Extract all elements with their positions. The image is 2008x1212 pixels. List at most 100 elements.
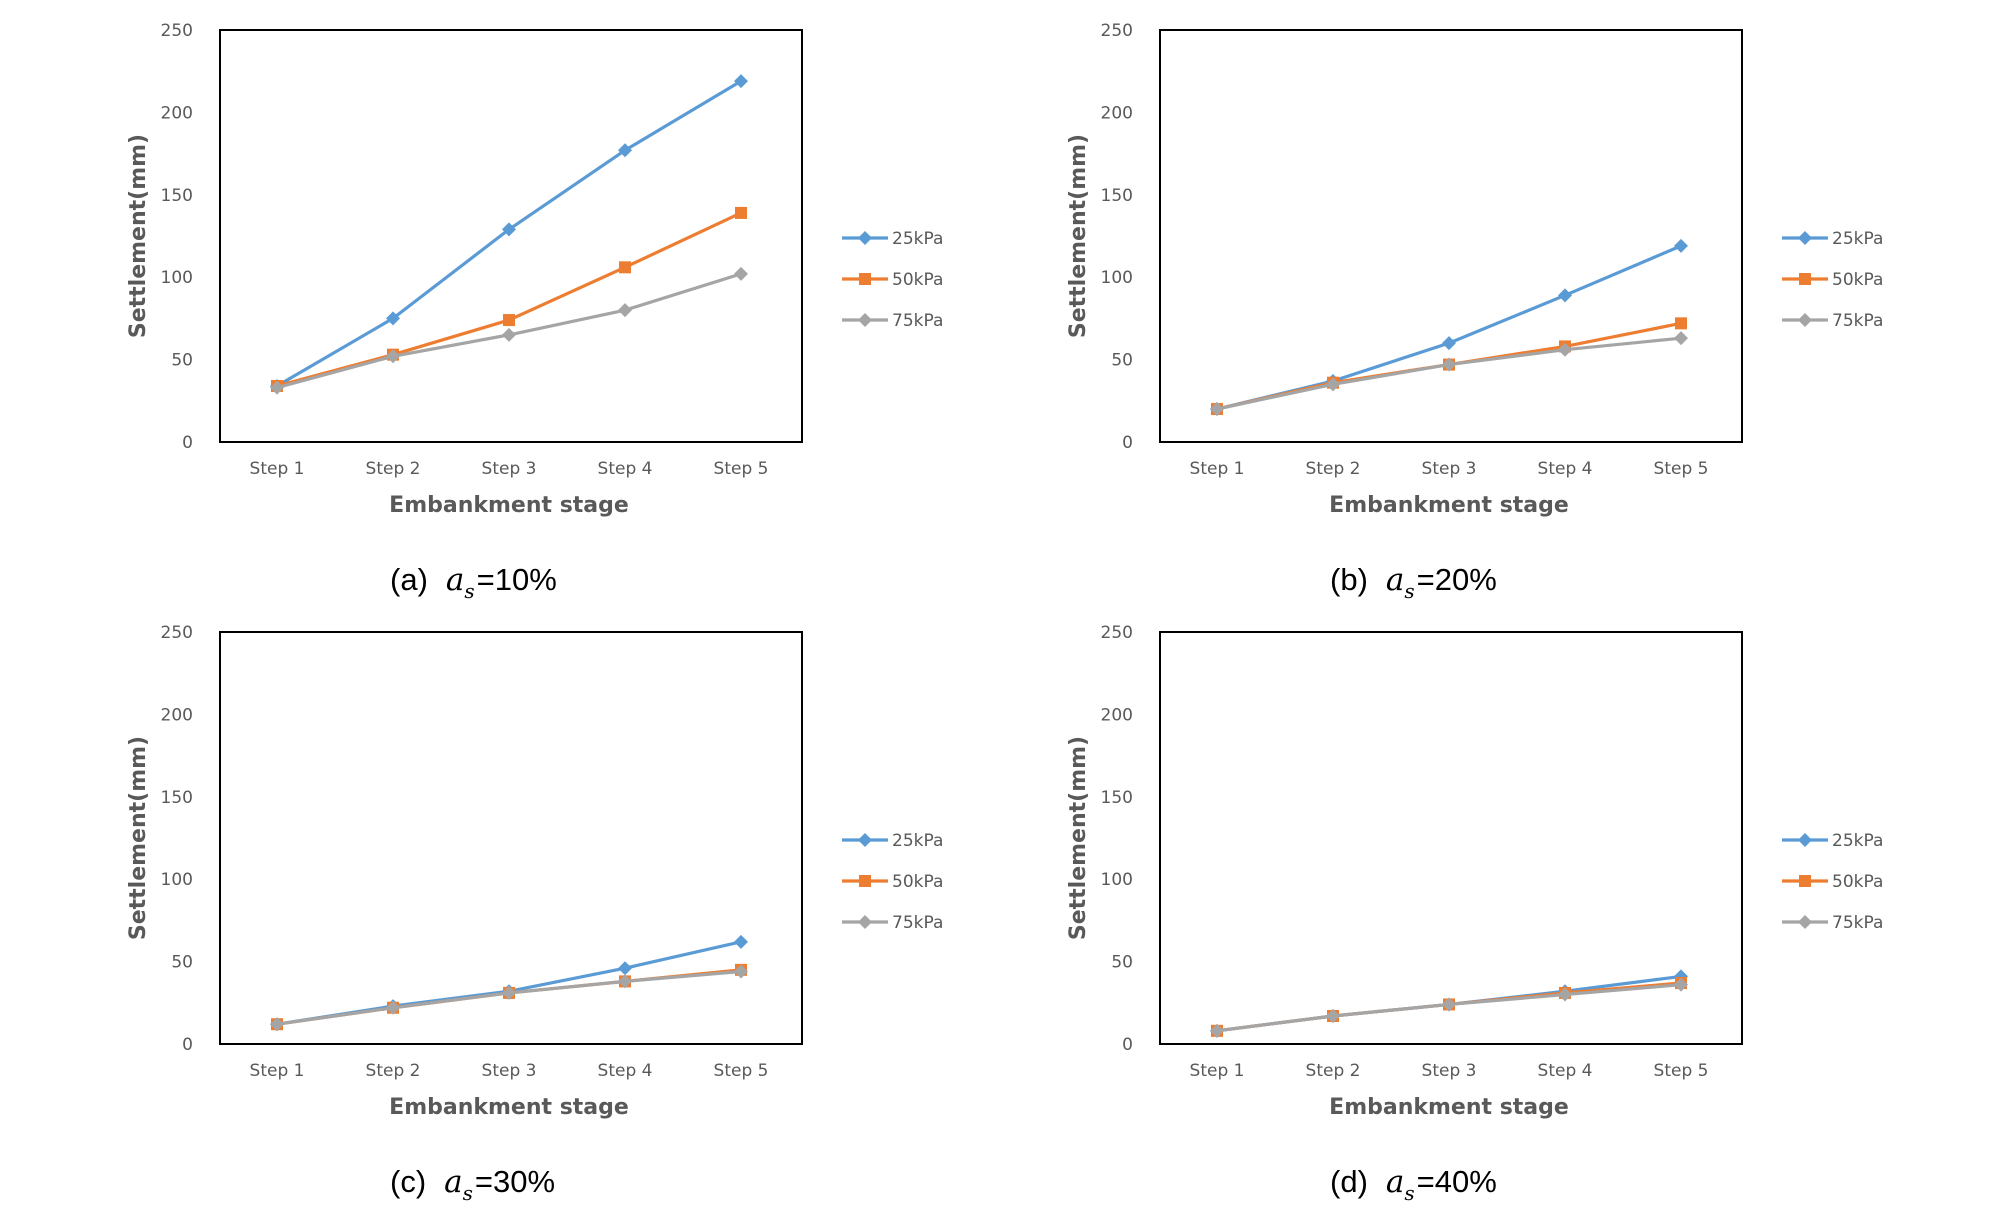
series-line-25kPa [1216,244,1682,411]
data-point-25kPa [734,74,748,89]
legend-label: 25kPa [1832,229,1883,249]
legend-label: 25kPa [892,831,943,851]
x-axis-title: Embankment stage [1329,1095,1569,1120]
x-tick-label: Step 3 [482,459,537,479]
data-point-75kPa [1558,342,1572,357]
legend-label: 75kPa [892,913,943,933]
y-tick-label: 0 [1122,433,1133,453]
legend-label: 50kPa [892,872,943,892]
y-axis-title: Settlement(mm) [1066,736,1091,940]
y-tick-label: 100 [161,870,193,890]
panel-param-symbol: a [1386,1164,1404,1200]
data-point-25kPa [734,934,748,949]
data-point-75kPa [1558,987,1572,1002]
y-tick-label: 250 [1101,623,1133,643]
chart-panel-b: 0 50 100 150 200 250 Step 1 Step 2 Step 3 Step 4 S… [1066,21,1883,603]
legend-marker-25kPa [858,231,872,245]
x-tick-label: Step 3 [482,1061,537,1081]
x-tick-label: Step 2 [366,459,421,479]
data-point-25kPa [1674,238,1688,253]
data-point-75kPa [734,964,748,979]
data-point-75kPa [734,266,748,281]
data-point-75kPa [386,349,400,364]
y-tick-label: 0 [1122,1035,1133,1055]
legend-marker-50kPa [859,273,871,285]
panel-letter: (b) [1330,562,1368,597]
y-tick-label: 250 [161,21,193,41]
x-tick-label: Step 4 [1538,1061,1593,1081]
panel-param-subscript: s [464,579,474,603]
y-tick-label: 50 [171,351,193,371]
data-point-75kPa [1674,977,1688,992]
x-tick-label: Step 5 [714,459,769,479]
data-point-75kPa [502,327,516,342]
legend-label: 75kPa [892,311,943,331]
data-point-25kPa [1442,336,1456,351]
chart-panel-c: 0 50 100 150 200 250 Step 1 Step 2 Step 3 Step 4 S… [126,623,943,1205]
x-tick-label: Step 5 [714,1061,769,1081]
legend-marker-75kPa [858,915,872,929]
legend-label: 25kPa [1832,831,1883,851]
panel-param-value: =30% [475,1164,555,1199]
legend-label: 25kPa [892,229,943,249]
data-point-75kPa [618,303,632,318]
y-tick-label: 150 [1101,186,1133,206]
panel-param-symbol: a [446,562,464,598]
y-tick-label: 250 [1101,21,1133,41]
data-point-50kPa [503,314,515,327]
plot-frame [219,29,803,443]
series-line-50kPa [276,211,742,388]
data-point-75kPa [1674,331,1688,346]
legend-marker-50kPa [859,875,871,887]
y-tick-label: 100 [1101,870,1133,890]
y-tick-label: 200 [161,103,193,123]
data-point-75kPa [1326,377,1340,392]
y-tick-label: 50 [171,953,193,973]
x-tick-label: Step 2 [1306,1061,1361,1081]
legend-marker-25kPa [1798,231,1812,245]
x-tick-label: Step 1 [1190,1061,1245,1081]
data-point-75kPa [386,1000,400,1015]
panel-letter: (c) [390,1164,426,1199]
plot-frame [1159,631,1743,1045]
legend-marker-75kPa [858,313,872,327]
x-tick-label: Step 2 [1306,459,1361,479]
y-tick-label: 0 [182,1035,193,1055]
y-axis-title: Settlement(mm) [126,134,151,338]
legend-marker-25kPa [858,833,872,847]
y-tick-label: 150 [161,788,193,808]
legend-marker-25kPa [1798,833,1812,847]
panel-letter: (a) [390,562,428,597]
data-point-25kPa [502,222,516,237]
x-axis-title: Embankment stage [389,493,629,518]
y-axis-title: Settlement(mm) [126,736,151,940]
x-tick-label: Step 4 [1538,459,1593,479]
panel-param-value: =20% [1417,562,1497,597]
y-tick-label: 200 [1101,705,1133,725]
x-tick-label: Step 1 [1190,459,1245,479]
y-tick-label: 100 [1101,268,1133,288]
data-point-25kPa [618,961,632,976]
chart-panel-d: 0 50 100 150 200 250 Step 1 Step 2 Step 3 Step 4 S… [1066,623,1883,1205]
legend-marker-50kPa [1799,273,1811,285]
x-tick-label: Step 4 [598,1061,653,1081]
data-point-75kPa [1210,402,1224,417]
data-point-75kPa [502,985,516,1000]
legend-marker-75kPa [1798,915,1812,929]
data-point-75kPa [1326,1008,1340,1023]
plot-frame [1159,29,1743,443]
data-point-75kPa [1210,1023,1224,1038]
data-point-25kPa [386,311,400,326]
data-point-50kPa [619,261,631,274]
legend-label: 50kPa [1832,270,1883,290]
x-tick-label: Step 5 [1654,1061,1709,1081]
y-tick-label: 250 [161,623,193,643]
plot-frame [219,631,803,1045]
x-tick-label: Step 3 [1422,1061,1477,1081]
panel-param-symbol: a [1386,562,1404,598]
y-tick-label: 150 [1101,788,1133,808]
y-tick-label: 50 [1111,953,1133,973]
panel-param-subscript: s [1404,579,1414,603]
x-tick-label: Step 3 [1422,459,1477,479]
